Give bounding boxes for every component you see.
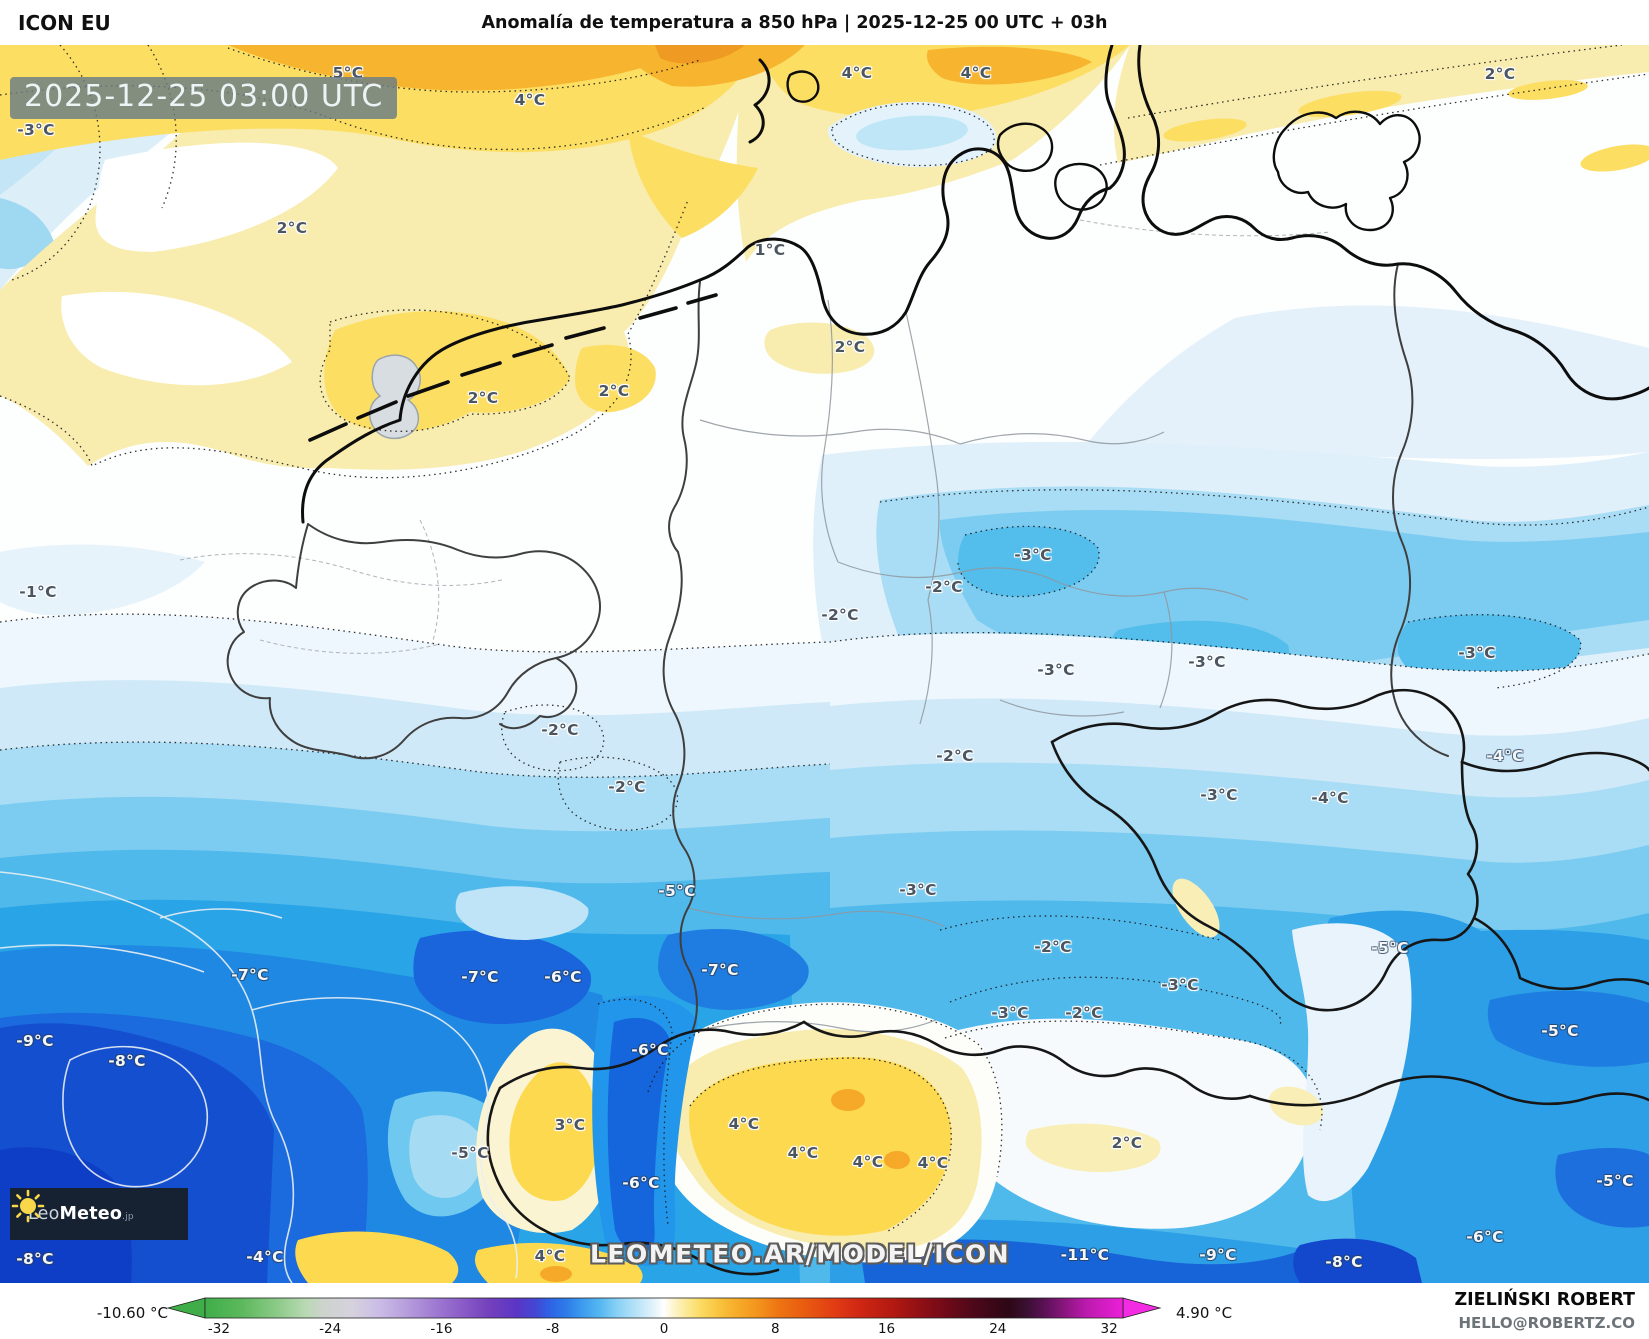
colorbar-tick: 32	[1100, 1321, 1118, 1337]
colorbar-tick: 24	[989, 1321, 1007, 1337]
logo-text: LeoMeteo.jp	[28, 1204, 134, 1224]
colorbar-tick: 16	[877, 1321, 896, 1337]
sun-icon	[11, 1189, 45, 1223]
logo-tld: .jp	[122, 1212, 134, 1222]
colorbar-right-arrow	[1122, 1297, 1162, 1319]
colorbar-tick: -16	[430, 1321, 453, 1337]
colorbar	[166, 1297, 1162, 1319]
colorbar-left-arrow	[166, 1297, 206, 1319]
model-name: ICON EU	[18, 11, 111, 35]
timestamp-badge: 2025-12-25 03:00 UTC	[10, 77, 398, 119]
colorbar-tick: 8	[770, 1321, 780, 1337]
colorbar-tick: -8	[545, 1321, 560, 1337]
logo-brand: Meteo	[59, 1204, 123, 1224]
colorbar-max-label: 4.90 °C	[1176, 1304, 1233, 1322]
colorbar-footer: -10.60 °C -32 -24 -16 -8 0 8 16 24 32 4.90 °C ZI…	[0, 1283, 1649, 1339]
colorbar-tick: -32	[207, 1321, 230, 1337]
credit-name: ZIELIŃSKI ROBERT	[1454, 1290, 1635, 1310]
colorbar-min-label: -10.60 °C	[96, 1304, 168, 1322]
watermark: LEOMETEO.AR/MODEL/ICON	[589, 1239, 1011, 1269]
credit-email: HELLO@ROBERTZ.CO	[1458, 1314, 1635, 1332]
logo-prefix: Leo	[28, 1204, 60, 1224]
colorbar-tick: -24	[319, 1321, 342, 1337]
leometeo-logo: LeoMeteo.jp	[10, 1188, 188, 1240]
page-title: Anomalía de temperatura a 850 hPa | 2025…	[481, 13, 1108, 33]
header-bar: ICON EU Anomalía de temperatura a 850 hP…	[0, 0, 1649, 45]
colorbar-tick: 0	[659, 1321, 669, 1337]
